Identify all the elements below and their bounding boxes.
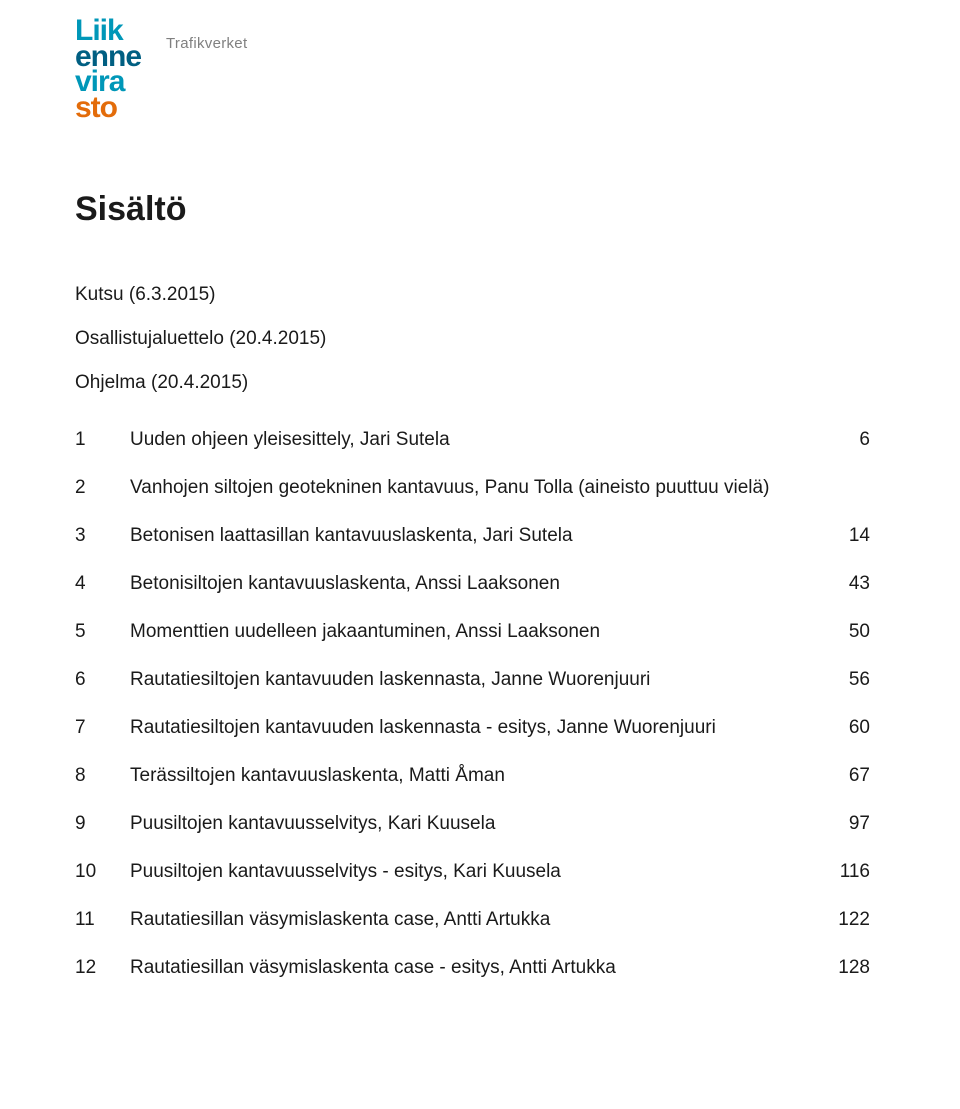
- toc-number: 12: [75, 957, 130, 979]
- toc-text: Rautatiesillan väsymislaskenta case, Ant…: [130, 909, 818, 931]
- toc-number: 4: [75, 573, 130, 595]
- front-matter-line: Ohjelma (20.4.2015): [75, 372, 870, 394]
- toc-page: 128: [818, 957, 870, 979]
- toc-row: 8 Terässiltojen kantavuuslaskenta, Matti…: [75, 752, 870, 800]
- logo-line-4: sto: [75, 95, 141, 121]
- toc-page: 56: [820, 669, 870, 691]
- toc-row: 11 Rautatiesillan väsymislaskenta case, …: [75, 896, 870, 944]
- toc-number: 10: [75, 861, 130, 883]
- toc-number: 1: [75, 429, 130, 451]
- front-matter-line: Kutsu (6.3.2015): [75, 284, 870, 306]
- logo-secondary: Trafikverket: [166, 35, 247, 52]
- toc-number: 5: [75, 621, 130, 643]
- toc-page: 116: [820, 861, 870, 883]
- front-matter: Kutsu (6.3.2015) Osallistujaluettelo (20…: [75, 284, 870, 394]
- toc-number: 9: [75, 813, 130, 835]
- toc-row: 3 Betonisen laattasillan kantavuuslasken…: [75, 512, 870, 560]
- toc-page: 14: [820, 525, 870, 547]
- toc-page: 6: [820, 429, 870, 451]
- toc-page: 60: [820, 717, 870, 739]
- toc-page: 67: [820, 765, 870, 787]
- toc-text: Betonisiltojen kantavuuslaskenta, Anssi …: [130, 573, 820, 595]
- table-of-contents: 1 Uuden ohjeen yleisesittely, Jari Sutel…: [75, 416, 870, 992]
- toc-row: 1 Uuden ohjeen yleisesittely, Jari Sutel…: [75, 416, 870, 464]
- toc-row: 12 Rautatiesillan väsymislaskenta case -…: [75, 944, 870, 992]
- toc-text: Uuden ohjeen yleisesittely, Jari Sutela: [130, 429, 820, 451]
- toc-row: 4 Betonisiltojen kantavuuslaskenta, Anss…: [75, 560, 870, 608]
- toc-number: 11: [75, 909, 130, 931]
- document-page: Liik enne vira sto Trafikverket Sisältö …: [0, 0, 960, 1109]
- toc-text: Rautatiesiltojen kantavuuden laskennasta…: [130, 669, 820, 691]
- toc-text: Momenttien uudelleen jakaantuminen, Anss…: [130, 621, 820, 643]
- logo-primary: Liik enne vira sto: [75, 18, 141, 120]
- front-matter-line: Osallistujaluettelo (20.4.2015): [75, 328, 870, 350]
- toc-text: Rautatiesillan väsymislaskenta case - es…: [130, 957, 818, 979]
- toc-text: Betonisen laattasillan kantavuuslaskenta…: [130, 525, 820, 547]
- toc-row: 2 Vanhojen siltojen geotekninen kantavuu…: [75, 464, 870, 512]
- toc-text: Vanhojen siltojen geotekninen kantavuus,…: [130, 477, 820, 499]
- toc-text: Rautatiesiltojen kantavuuden laskennasta…: [130, 717, 820, 739]
- toc-number: 2: [75, 477, 130, 499]
- toc-page: 122: [818, 909, 870, 931]
- logo-row: Liik enne vira sto Trafikverket: [75, 18, 870, 120]
- toc-row: 6 Rautatiesiltojen kantavuuden laskennas…: [75, 656, 870, 704]
- toc-row: 7 Rautatiesiltojen kantavuuden laskennas…: [75, 704, 870, 752]
- toc-number: 8: [75, 765, 130, 787]
- toc-row: 9 Puusiltojen kantavuusselvitys, Kari Ku…: [75, 800, 870, 848]
- toc-row: 10 Puusiltojen kantavuusselvitys - esity…: [75, 848, 870, 896]
- toc-text: Puusiltojen kantavuusselvitys, Kari Kuus…: [130, 813, 820, 835]
- toc-page: 50: [820, 621, 870, 643]
- toc-number: 3: [75, 525, 130, 547]
- toc-number: 6: [75, 669, 130, 691]
- toc-row: 5 Momenttien uudelleen jakaantuminen, An…: [75, 608, 870, 656]
- toc-page: 43: [820, 573, 870, 595]
- toc-number: 7: [75, 717, 130, 739]
- toc-text: Terässiltojen kantavuuslaskenta, Matti Å…: [130, 765, 820, 787]
- toc-text: Puusiltojen kantavuusselvitys - esitys, …: [130, 861, 820, 883]
- toc-page: 97: [820, 813, 870, 835]
- page-title: Sisältö: [75, 190, 870, 229]
